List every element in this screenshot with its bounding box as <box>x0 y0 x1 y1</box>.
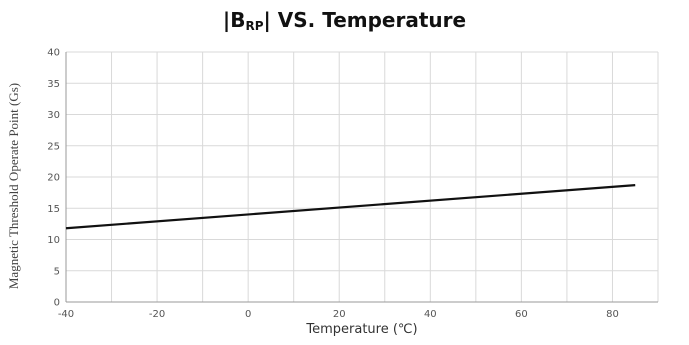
y-tick-labels: 0 5 10 15 20 25 30 35 40 <box>47 48 60 309</box>
x-tick-label: 0 <box>245 309 251 320</box>
data-series <box>65 184 636 230</box>
x-tick-label: -40 <box>58 309 74 320</box>
chart-title: |BRP| VS. Temperature <box>222 8 467 33</box>
x-tick-label: 80 <box>606 309 619 320</box>
y-tick-label: 35 <box>47 79 60 90</box>
plot-frame <box>65 52 658 303</box>
y-tick-label: 15 <box>47 204 60 215</box>
y-tick-label: 10 <box>47 235 60 246</box>
y-tick-label: 5 <box>54 266 60 277</box>
x-tick-label: 20 <box>333 309 346 320</box>
x-tick-label: 40 <box>424 309 437 320</box>
x-tick-label: 60 <box>515 309 528 320</box>
x-axis-label: Temperature (℃) <box>306 322 418 337</box>
x-tick-label: -20 <box>149 309 165 320</box>
y-tick-label: 25 <box>47 141 60 152</box>
y-tick-label: 0 <box>54 298 60 309</box>
y-axis-label: Magnetic Threshold Operate Point (Gs) <box>6 82 21 290</box>
y-tick-label: 40 <box>47 48 60 59</box>
y-tick-label: 20 <box>47 173 60 184</box>
grid-lines <box>66 51 659 302</box>
x-tick-labels: -40 -20 0 20 40 60 80 <box>58 309 619 320</box>
y-tick-label: 30 <box>47 110 60 121</box>
series-line <box>65 184 636 230</box>
